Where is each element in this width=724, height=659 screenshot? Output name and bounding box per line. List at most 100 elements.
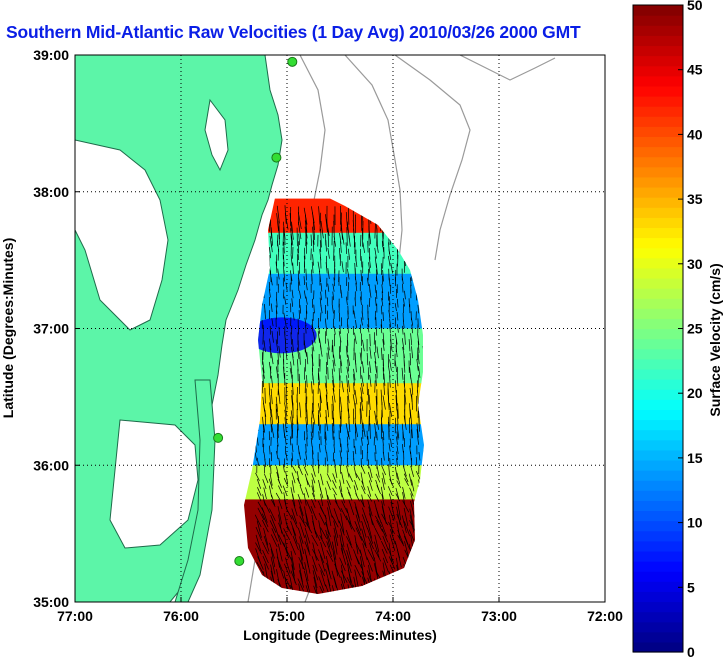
velocity-vector [394, 303, 397, 312]
velocity-vector [375, 445, 377, 454]
velocity-vector [312, 240, 315, 252]
x-tick-label: 72:00 [587, 608, 623, 624]
velocity-vector [284, 436, 287, 445]
velocity-vector [269, 402, 272, 418]
velocity-vector [396, 480, 402, 488]
velocity-vector [368, 394, 371, 410]
land-layer [75, 55, 283, 602]
velocity-vector [396, 311, 399, 321]
velocity-vector [346, 465, 350, 478]
velocity-vector [346, 480, 351, 489]
velocity-vector [359, 549, 365, 568]
velocity-vector [292, 262, 294, 275]
velocity-vector [410, 493, 414, 505]
velocity-vector [345, 515, 353, 530]
velocity-vector [347, 354, 351, 366]
velocity-vector [354, 389, 358, 405]
velocity-vector [289, 541, 297, 555]
velocity-vector [312, 570, 318, 588]
velocity-vector [311, 347, 314, 360]
velocity-vector [268, 289, 271, 298]
velocity-vector [340, 289, 343, 299]
velocity-vector [291, 514, 298, 529]
velocity-vector [403, 521, 411, 537]
velocity-vector [345, 536, 353, 549]
velocity-vector [291, 443, 294, 453]
velocity-vector [346, 550, 352, 567]
velocity-vector [318, 431, 320, 440]
velocity-vector [367, 494, 373, 502]
velocity-vector [339, 396, 343, 412]
velocity-vector [355, 256, 358, 267]
velocity-vector [310, 234, 312, 247]
velocity-vector [388, 443, 391, 452]
velocity-vector [375, 263, 378, 275]
velocity-vector [318, 549, 325, 564]
velocity-vector [368, 480, 373, 491]
velocity-vector [304, 541, 311, 556]
velocity-vector [303, 290, 306, 299]
velocity-vector [409, 445, 411, 455]
velocity-vector [325, 239, 327, 252]
velocity-vector [347, 359, 349, 372]
velocity-vector [299, 515, 307, 527]
velocity-vector [333, 354, 336, 367]
velocity-vector [361, 507, 368, 523]
velocity-vector [318, 520, 323, 540]
velocity-vector [317, 331, 320, 343]
velocity-vector [354, 332, 357, 344]
velocity-vector [261, 513, 269, 528]
velocity-vector [305, 555, 311, 574]
velocity-vector [389, 359, 392, 371]
velocity-vector [368, 506, 373, 525]
velocity-vector [395, 345, 398, 358]
bathymetry-contour [459, 55, 556, 81]
velocity-vector [291, 465, 297, 474]
velocity-vector [271, 423, 275, 438]
velocity-vector [290, 228, 294, 246]
velocity-vector [355, 555, 363, 569]
velocity-vector [270, 227, 273, 246]
velocity-vector [276, 205, 280, 224]
velocity-vector [346, 543, 352, 561]
velocity-vector [306, 409, 308, 425]
velocity-vector [402, 529, 409, 545]
velocity-vector [290, 550, 295, 570]
velocity-vector [367, 436, 369, 445]
velocity-vector [270, 388, 273, 405]
velocity-vector [275, 492, 281, 501]
velocity-vector [396, 472, 401, 485]
x-axis-label: Longitude (Degrees:Minutes) [243, 627, 437, 643]
velocity-vector [394, 360, 398, 373]
velocity-vector [359, 402, 362, 418]
velocity-vector [255, 526, 262, 541]
velocity-vector [354, 535, 359, 555]
velocity-vector [401, 367, 404, 380]
velocity-vector [367, 324, 370, 333]
velocity-vector [339, 557, 346, 572]
velocity-vector [394, 466, 398, 480]
velocity-vector [369, 361, 372, 374]
site-marker [271, 152, 282, 163]
velocity-vector [339, 528, 345, 547]
velocity-vector [327, 494, 332, 505]
velocity-vector [299, 506, 305, 524]
y-tick-label: 39:00 [33, 47, 69, 63]
velocity-vector [360, 465, 366, 474]
velocity-band [244, 465, 424, 500]
velocity-vector [320, 542, 326, 560]
velocity-vector [299, 304, 302, 314]
velocity-vector [291, 508, 298, 524]
velocity-vector [257, 507, 265, 521]
velocity-vector [319, 555, 326, 572]
velocity-vector [262, 555, 269, 570]
velocity-vector [278, 563, 285, 579]
velocity-vector [355, 360, 357, 373]
velocity-vector [382, 395, 386, 410]
velocity-vector [313, 576, 318, 594]
velocity-vector [332, 388, 336, 403]
velocity-vector [409, 403, 411, 419]
velocity-vector [278, 499, 283, 510]
velocity-vector [367, 549, 375, 562]
velocity-vector [348, 235, 351, 247]
